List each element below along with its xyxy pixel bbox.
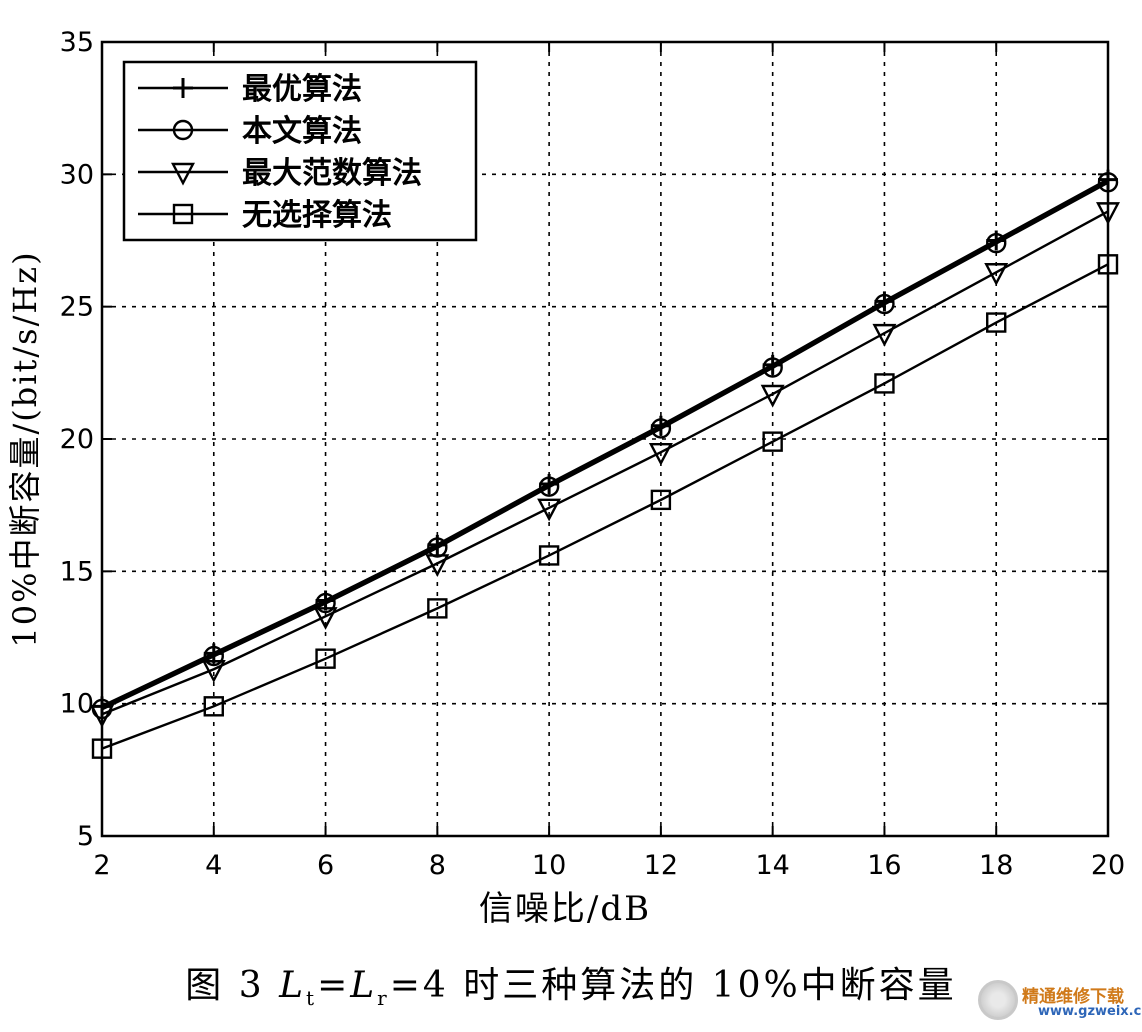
data-point [648, 443, 673, 466]
data-point [537, 498, 562, 522]
x-tick-label: 4 [205, 850, 222, 881]
legend-label: 无选择算法 [242, 198, 392, 233]
data-point [203, 645, 224, 667]
data-point [91, 738, 113, 759]
data-point [986, 312, 1007, 333]
x-tick-label: 14 [755, 850, 789, 881]
caption-figure-label: 图 3 [185, 965, 265, 1006]
data-point [872, 323, 897, 347]
data-point [1097, 254, 1119, 275]
data-point [874, 293, 895, 315]
figure-caption: 图 3 Lt=Lr=4 时三种算法的 10%中断容量 [0, 956, 1142, 1010]
y-tick-label: 35 [60, 27, 94, 58]
data-point [315, 648, 336, 669]
series-line [101, 180, 1109, 711]
watermark: 精通维修下载 www.gzweix.com [978, 978, 1142, 1028]
legend-marker [172, 119, 194, 141]
legend-marker [173, 78, 193, 98]
x-tick-label: 6 [317, 850, 334, 881]
y-tick-label: 10 [60, 689, 94, 720]
data-point [984, 263, 1009, 286]
x-tick-label: 2 [93, 850, 110, 881]
y-tick-label: 20 [60, 424, 94, 455]
data-point [1096, 202, 1120, 225]
data-point [1097, 172, 1119, 193]
series-line [101, 210, 1109, 716]
data-point [986, 232, 1007, 254]
caption-t-subscript: t [306, 986, 318, 1011]
watermark-logo-icon [978, 980, 1018, 1020]
data-point [90, 705, 114, 728]
x-tick-label: 8 [429, 850, 446, 881]
y-tick-label: 30 [60, 159, 94, 190]
caption-equals: = [317, 965, 351, 1006]
watermark-url: www.gzweix.com [1038, 1004, 1142, 1019]
data-point [538, 476, 560, 497]
data-point [760, 384, 785, 408]
series-line [101, 263, 1109, 750]
x-tick-label: 12 [644, 850, 678, 881]
data-point [538, 545, 560, 566]
caption-l-t: L [279, 965, 307, 1006]
legend-label: 本文算法 [242, 114, 362, 149]
x-tick-label: 10 [532, 850, 566, 881]
chart: 2 4 6 8 10 12 14 16 18 20 5 10 15 20 25 30 35 信噪比/dB 10%中断… [6, 27, 1125, 929]
data-point [201, 660, 226, 683]
legend-label: 最优算法 [242, 72, 362, 107]
caption-l-r: L [350, 965, 378, 1006]
data-point [315, 592, 336, 614]
data-point [203, 696, 224, 717]
x-tick-label: 18 [979, 850, 1013, 881]
data-point [313, 607, 338, 630]
y-tick-label: 5 [77, 821, 94, 852]
watermark-name: 精通维修下载 [1022, 987, 1124, 1007]
data-point [650, 489, 672, 511]
caption-text: =4 时三种算法的 10%中断容量 [389, 965, 957, 1006]
series-line [101, 178, 1109, 708]
y-axis-label: 10%中断容量/(bit/s/Hz) [6, 250, 44, 647]
data-point [762, 431, 783, 452]
data-point [874, 373, 895, 394]
x-tick-label: 16 [867, 850, 901, 881]
x-tick-label: 20 [1091, 850, 1125, 881]
caption-r-subscript: r [377, 986, 390, 1011]
x-axis-label: 信噪比/dB [479, 889, 651, 929]
data-point [762, 357, 783, 378]
legend-marker [172, 203, 194, 225]
y-tick-label: 15 [60, 556, 94, 587]
data-point [650, 418, 672, 439]
y-tick-label: 25 [60, 292, 94, 323]
legend-label: 最大范数算法 [242, 156, 422, 191]
data-point [425, 554, 450, 577]
legend-marker [171, 162, 195, 186]
data-point [427, 598, 448, 619]
